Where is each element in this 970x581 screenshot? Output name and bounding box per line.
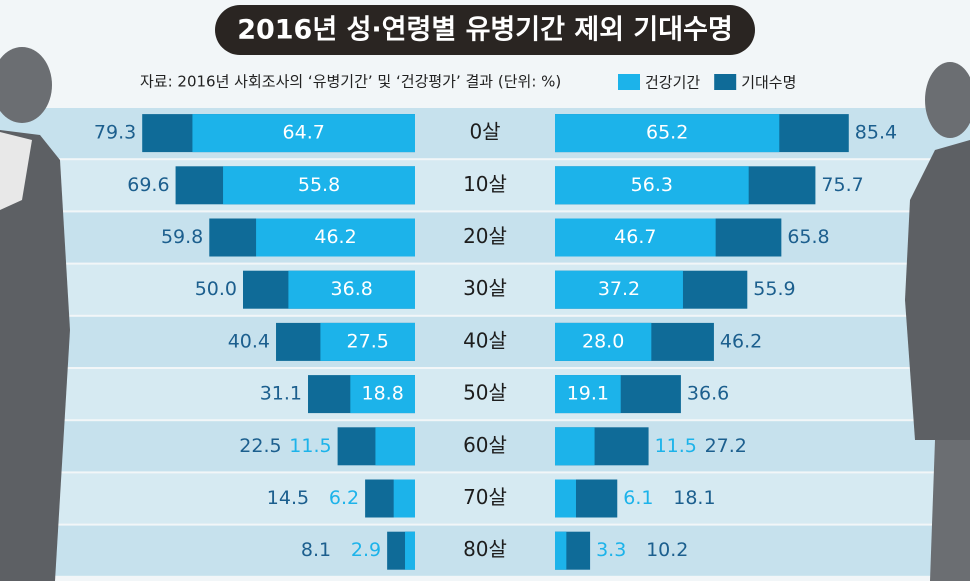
- healthy-bar: [555, 531, 567, 570]
- healthy-bar: [555, 218, 716, 257]
- category-label: 80살: [463, 537, 507, 561]
- title-box: [215, 5, 755, 55]
- healthy-bar: [555, 270, 683, 309]
- row-stripe: [0, 264, 970, 315]
- legend-label: 건강기간: [645, 74, 700, 92]
- healthy-label: 55.8: [298, 174, 340, 196]
- category-label: 10살: [463, 172, 507, 196]
- category-label: 40살: [463, 328, 507, 352]
- expectancy-label: 40.4: [228, 330, 270, 352]
- healthy-bar: [555, 114, 780, 153]
- legend-swatch: [714, 74, 737, 90]
- row-stripe: [0, 421, 970, 472]
- healthy-bar: [555, 166, 749, 205]
- expectancy-label: 79.3: [94, 122, 136, 144]
- healthy-label: 11.5: [289, 435, 331, 457]
- expectancy-label: 14.5: [267, 487, 309, 509]
- healthy-bar: [555, 375, 621, 414]
- subtitle: 자료: 2016년 사회조사의 ‘유병기간’ 및 ‘건강평가’ 결과 (단위: …: [140, 73, 561, 91]
- healthy-label: 36.8: [331, 278, 373, 300]
- healthy-bar: [223, 166, 415, 205]
- expectancy-label: 31.1: [260, 383, 302, 405]
- expectancy-label: 36.6: [687, 383, 729, 405]
- chart-title: 2016년 성·연령별 유병기간 제외 기대수명: [237, 15, 733, 46]
- healthy-label: 6.1: [623, 487, 653, 509]
- healthy-bar: [555, 479, 576, 518]
- healthy-bar: [375, 427, 415, 466]
- row-stripe: [0, 525, 970, 576]
- female-figure: [905, 62, 970, 581]
- row-stripe: [0, 473, 970, 524]
- legend-swatch: [618, 74, 640, 90]
- healthy-bar: [405, 531, 415, 570]
- legend: 건강기간 기대수명: [618, 74, 796, 92]
- healthy-label: 37.2: [598, 278, 640, 300]
- healthy-label: 46.7: [614, 226, 656, 248]
- healthy-label: 6.2: [329, 487, 359, 509]
- healthy-label: 28.0: [582, 330, 624, 352]
- healthy-label: 56.3: [631, 174, 673, 196]
- healthy-bar: [393, 479, 415, 518]
- row-stripe: [0, 369, 970, 420]
- category-label: 50살: [463, 381, 507, 405]
- healthy-label: 11.5: [655, 435, 697, 457]
- expectancy-label: 69.6: [127, 174, 169, 196]
- healthy-bar: [256, 218, 415, 257]
- healthy-label: 64.7: [283, 122, 325, 144]
- healthy-bar: [288, 270, 415, 309]
- category-label: 70살: [463, 485, 507, 509]
- expectancy-label: 22.5: [239, 435, 281, 457]
- category-label: 0살: [469, 120, 500, 144]
- expectancy-label: 27.2: [705, 435, 747, 457]
- healthy-label: 19.1: [567, 383, 609, 405]
- expectancy-label: 46.2: [720, 330, 762, 352]
- healthy-label: 3.3: [596, 539, 626, 561]
- expectancy-label: 65.8: [787, 226, 829, 248]
- healthy-bar: [555, 322, 652, 361]
- healthy-bar: [555, 427, 595, 466]
- category-label: 20살: [463, 224, 507, 248]
- expectancy-label: 8.1: [301, 539, 331, 561]
- legend-label: 기대수명: [741, 74, 796, 92]
- row-stripe: [0, 212, 970, 263]
- healthy-label: 65.2: [646, 122, 688, 144]
- expectancy-label: 10.2: [646, 539, 688, 561]
- category-label: 60살: [463, 433, 507, 457]
- healthy-label: 27.5: [347, 330, 389, 352]
- male-figure: [0, 47, 70, 581]
- healthy-label: 18.8: [362, 383, 404, 405]
- healthy-bar: [320, 322, 415, 361]
- expectancy-label: 59.8: [161, 226, 203, 248]
- healthy-bar: [350, 375, 415, 414]
- category-label: 30살: [463, 276, 507, 300]
- expectancy-label: 75.7: [821, 174, 863, 196]
- healthy-label: 2.9: [351, 539, 381, 561]
- healthy-label: 46.2: [314, 226, 356, 248]
- row-stripe: [0, 316, 970, 367]
- expectancy-label: 18.1: [673, 487, 715, 509]
- expectancy-label: 85.4: [855, 122, 897, 144]
- expectancy-label: 55.9: [753, 278, 795, 300]
- healthy-bar: [192, 114, 415, 153]
- expectancy-label: 50.0: [195, 278, 237, 300]
